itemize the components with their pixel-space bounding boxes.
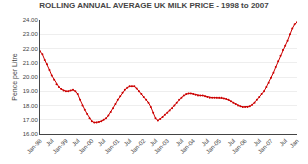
svg-text:Jan-02: Jan-02	[129, 137, 147, 155]
svg-text:Pence per Litre: Pence per Litre	[11, 53, 19, 101]
svg-text:Jan-05: Jan-05	[205, 137, 223, 155]
svg-text:18.00: 18.00	[23, 103, 39, 109]
svg-text:ROLLING ANNUAL AVERAGE UK MILK: ROLLING ANNUAL AVERAGE UK MILK PRICE - 1…	[39, 1, 269, 10]
svg-text:Jan: Jan	[289, 138, 300, 149]
svg-text:Jul: Jul	[227, 138, 237, 148]
svg-text:Jan-98: Jan-98	[26, 137, 44, 155]
svg-text:20.00: 20.00	[23, 74, 39, 80]
svg-text:Jul: Jul	[149, 138, 159, 148]
svg-text:Jul: Jul	[278, 138, 288, 148]
svg-text:Jan-04: Jan-04	[179, 137, 197, 155]
svg-text:Jul: Jul	[71, 138, 81, 148]
svg-text:Jul: Jul	[97, 138, 107, 148]
svg-text:22.00: 22.00	[23, 46, 39, 52]
svg-text:21.00: 21.00	[23, 60, 39, 66]
svg-text:Jul: Jul	[252, 138, 262, 148]
svg-text:23.00: 23.00	[23, 31, 39, 37]
svg-text:Jan-03: Jan-03	[153, 137, 171, 155]
svg-text:Jul: Jul	[175, 138, 185, 148]
svg-text:Jul: Jul	[201, 138, 211, 148]
svg-text:Jul: Jul	[123, 138, 133, 148]
svg-text:Jan-00: Jan-00	[77, 137, 95, 155]
svg-text:16.00: 16.00	[23, 131, 39, 137]
svg-text:Jul: Jul	[45, 138, 55, 148]
svg-text:Jan-06: Jan-06	[231, 137, 249, 155]
svg-text:19.00: 19.00	[23, 88, 39, 94]
svg-text:17.00: 17.00	[23, 117, 39, 123]
svg-text:Jan-01: Jan-01	[103, 137, 121, 155]
svg-text:Jan-07: Jan-07	[257, 137, 275, 155]
svg-text:Jan-99: Jan-99	[52, 137, 70, 155]
svg-text:24.00: 24.00	[23, 17, 39, 23]
